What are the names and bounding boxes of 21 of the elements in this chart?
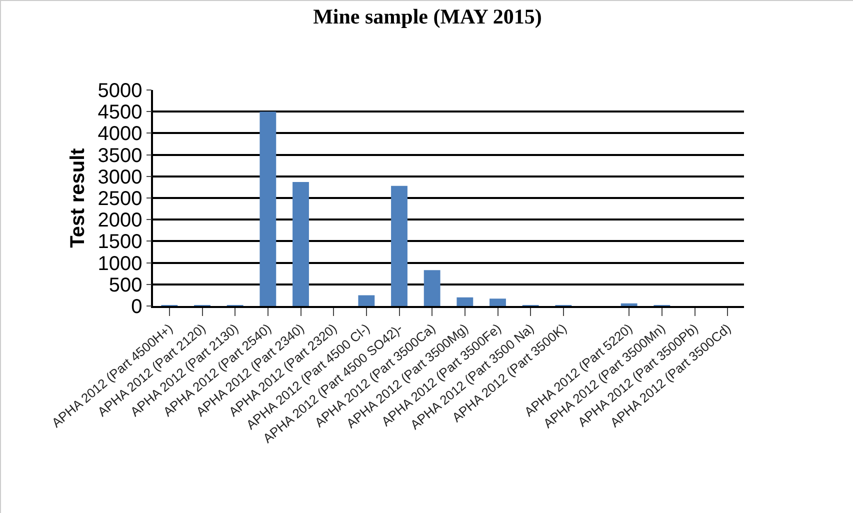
y-tick-label: 4500 — [98, 102, 142, 124]
y-tick-label: 1500 — [98, 231, 142, 254]
chart-title: Mine sample (MAY 2015) — [313, 4, 542, 28]
y-tick-label: 5000 — [98, 80, 142, 102]
bar — [391, 186, 408, 306]
bar — [424, 270, 440, 306]
bar — [358, 295, 375, 306]
y-tick-label: 2000 — [98, 210, 142, 232]
y-axis-title: Test result — [66, 148, 89, 248]
y-tick-label: 500 — [108, 274, 142, 296]
y-tick-label: 3000 — [98, 166, 142, 188]
bar — [292, 182, 309, 306]
y-tick-label: 4000 — [98, 123, 142, 146]
y-tick-label: 1000 — [98, 252, 142, 275]
y-tick-label: 3500 — [98, 144, 142, 167]
bar — [490, 298, 506, 306]
y-tick-label: 2500 — [98, 188, 142, 210]
bar — [620, 303, 638, 306]
y-tick-label: 0 — [131, 296, 142, 318]
bar — [456, 297, 474, 306]
bar — [260, 112, 276, 306]
